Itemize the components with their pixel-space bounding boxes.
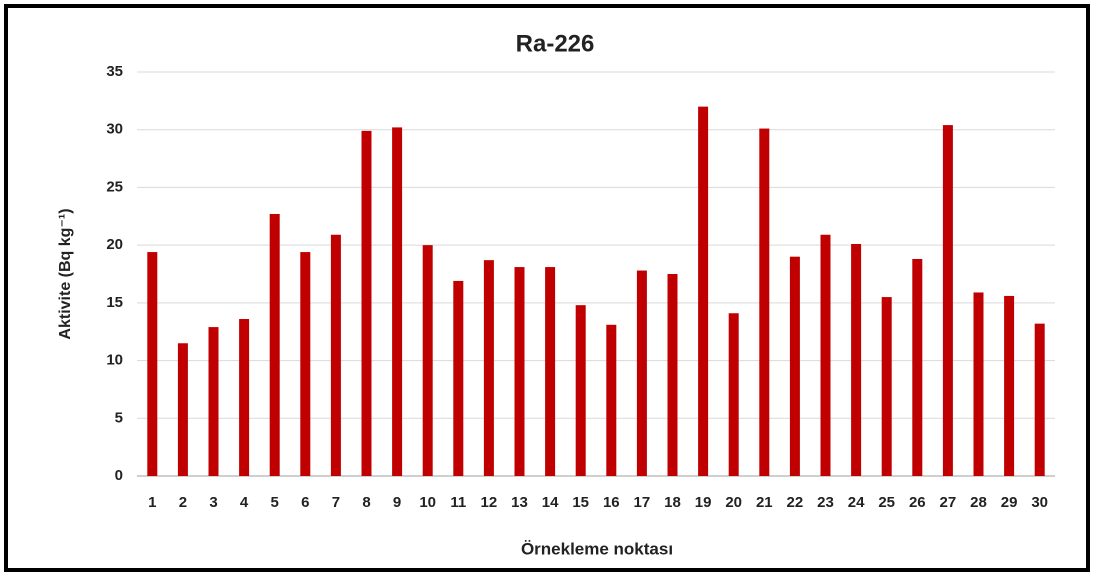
bar (698, 106, 709, 476)
bar (881, 297, 892, 476)
y-tick-label: 25 (106, 178, 123, 195)
x-tick-label: 5 (271, 494, 279, 511)
x-tick-label: 17 (634, 494, 651, 511)
bar (1004, 295, 1015, 476)
x-tick-label: 16 (603, 494, 620, 511)
y-tick-label: 0 (115, 467, 123, 484)
x-tick-label: 13 (511, 494, 528, 511)
y-axis-label: Aktivite (Bq kg⁻¹) (57, 208, 74, 339)
bar (300, 252, 311, 476)
bar (1034, 323, 1045, 476)
x-tick-label: 4 (240, 494, 249, 511)
bar (942, 125, 953, 477)
bar (392, 127, 403, 477)
x-tick-label: 24 (848, 494, 865, 511)
x-tick-label: 27 (940, 494, 957, 511)
bar (912, 258, 923, 476)
x-tick-label: 1 (148, 494, 156, 511)
bar (636, 270, 647, 476)
x-tick-label: 9 (393, 494, 401, 511)
bar (667, 274, 678, 476)
bar (422, 245, 433, 476)
x-tick-label: 22 (787, 494, 804, 511)
x-tick-label: 8 (362, 494, 370, 511)
y-tick-label: 10 (106, 352, 123, 369)
bar (759, 128, 770, 476)
bar (575, 305, 586, 476)
x-axis-label: Örnekleme noktası (521, 539, 673, 558)
x-tick-label: 28 (970, 494, 987, 511)
bar (973, 292, 984, 476)
bar (208, 327, 219, 476)
chart-title: Ra-226 (516, 30, 595, 57)
x-tick-label: 29 (1001, 494, 1018, 511)
y-tick-label: 35 (106, 63, 123, 80)
bar (330, 234, 341, 476)
bar (851, 243, 862, 476)
y-tick-label: 30 (106, 121, 123, 138)
x-tick-label: 12 (481, 494, 498, 511)
bar (789, 256, 800, 476)
x-tick-label: 7 (332, 494, 340, 511)
bar (361, 130, 372, 476)
y-tick-label: 15 (106, 294, 123, 311)
x-tick-label: 11 (450, 494, 466, 511)
x-tick-label: 20 (725, 494, 742, 511)
x-tick-label: 18 (664, 494, 681, 511)
bar (728, 313, 739, 476)
bar (453, 280, 464, 476)
x-tick-label: 21 (756, 494, 773, 511)
x-tick-label: 2 (179, 494, 187, 511)
x-tick-label: 6 (301, 494, 309, 511)
bar (545, 267, 556, 476)
x-tick-label: 3 (209, 494, 217, 511)
bar (177, 343, 188, 476)
x-tick-label: 19 (695, 494, 712, 511)
bar (239, 319, 250, 476)
y-tick-label: 20 (106, 236, 123, 253)
x-tick-label: 26 (909, 494, 926, 511)
x-tick-label: 30 (1031, 494, 1048, 511)
bar (147, 252, 158, 476)
x-tick-label: 14 (542, 494, 559, 511)
bar (269, 213, 280, 476)
bar (514, 267, 525, 476)
x-tick-label: 10 (419, 494, 436, 511)
x-tick-label: 15 (572, 494, 589, 511)
y-tick-label: 5 (115, 409, 123, 426)
x-tick-label: 25 (878, 494, 895, 511)
x-tick-label: 23 (817, 494, 834, 511)
bar (483, 260, 494, 476)
bar (606, 324, 617, 476)
bar (820, 234, 831, 476)
